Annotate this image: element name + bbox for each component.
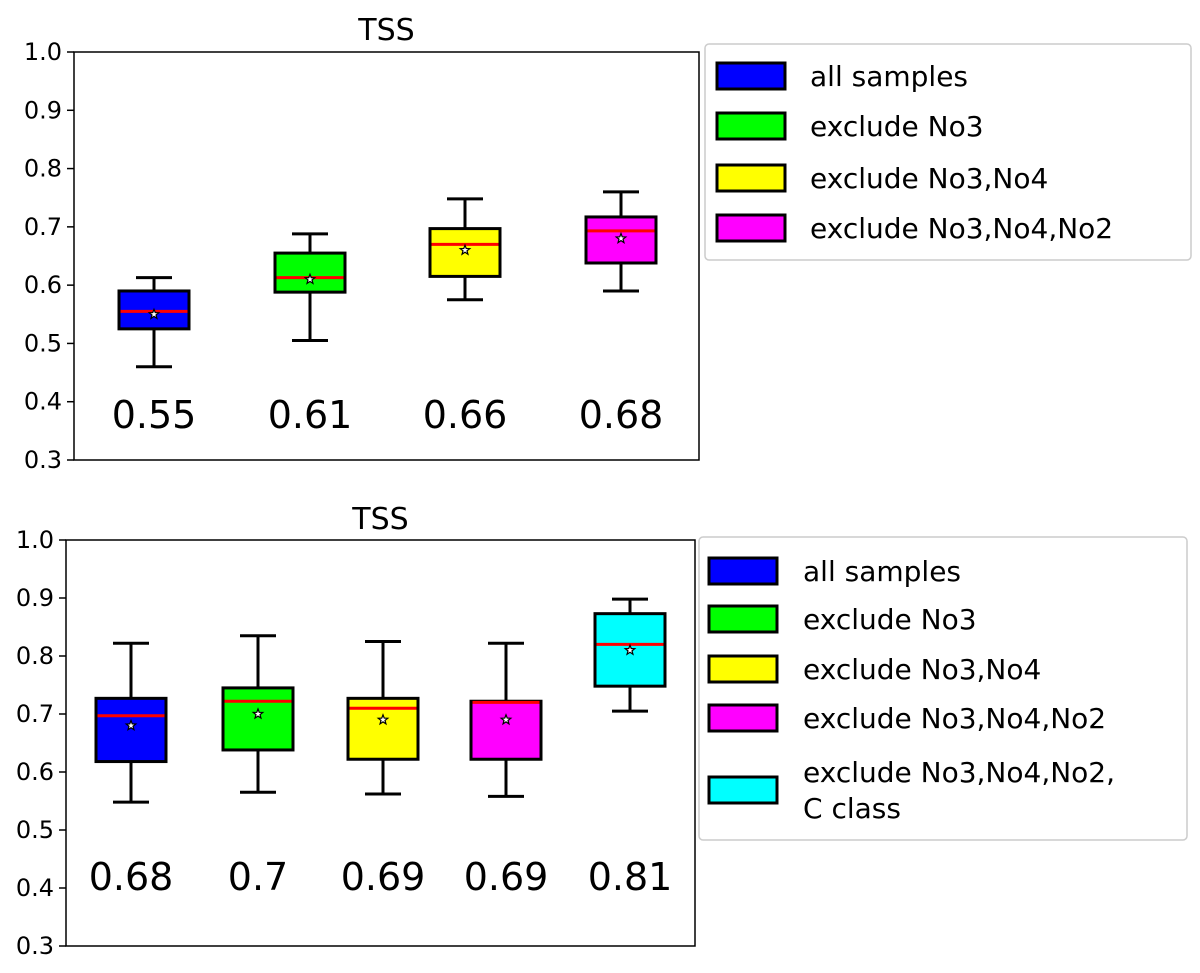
y-tick-label: 0.3 bbox=[24, 446, 62, 474]
legend: all samples exclude No3 exclude No3,No4 exc… bbox=[698, 536, 1188, 841]
box-body bbox=[94, 696, 168, 764]
legend-swatch bbox=[715, 61, 787, 91]
y-tick-label: 0.8 bbox=[16, 642, 54, 670]
legend-item-1: all samples bbox=[715, 60, 968, 93]
box-4: 0.69 bbox=[464, 641, 549, 899]
mean-value-label: 0.61 bbox=[268, 393, 353, 437]
mean-value-label: 0.69 bbox=[341, 855, 426, 899]
y-tick-label: 0.5 bbox=[24, 329, 62, 357]
mean-value-label: 0.66 bbox=[423, 393, 508, 437]
y-tick-label: 0.7 bbox=[16, 700, 54, 728]
y-tick-label: 0.9 bbox=[16, 584, 54, 612]
legend-label: exclude No3 bbox=[810, 110, 984, 143]
legend-item-4: exclude No3,No4,No2 bbox=[715, 212, 1113, 245]
mean-marker bbox=[251, 707, 265, 720]
y-tick-label: 0.5 bbox=[16, 816, 54, 844]
legend-label: all samples bbox=[803, 555, 961, 588]
mean-marker bbox=[303, 272, 317, 285]
box-4: 0.68 bbox=[579, 190, 664, 437]
y-tick-label: 0.8 bbox=[24, 155, 62, 183]
legend-item-5: exclude No3,No4,No2,C class bbox=[707, 756, 1115, 825]
y-tick-label: 1.0 bbox=[24, 38, 62, 66]
plot-frame bbox=[65, 539, 696, 947]
legend-label: exclude No3,No4 bbox=[810, 162, 1048, 195]
box-1: 0.55 bbox=[112, 276, 197, 437]
legend-label: exclude No3,No4,No2, bbox=[803, 756, 1115, 789]
y-tick-label: 0.4 bbox=[24, 388, 62, 416]
box-5: 0.81 bbox=[588, 597, 673, 899]
legend-item-3: exclude No3,No4 bbox=[707, 653, 1041, 686]
legend-label: exclude No3,No4,No2 bbox=[810, 212, 1113, 245]
y-tick-label: 0.6 bbox=[24, 271, 62, 299]
legend-item-4: exclude No3,No4,No2 bbox=[707, 702, 1106, 735]
mean-value-label: 0.81 bbox=[588, 855, 673, 899]
y-tick-label: 0.3 bbox=[16, 932, 54, 960]
legend-swatch bbox=[707, 775, 779, 805]
y-tick-label: 0.9 bbox=[24, 96, 62, 124]
legend-item-2: exclude No3 bbox=[707, 603, 977, 636]
legend-frame bbox=[698, 536, 1188, 841]
legend-label: all samples bbox=[810, 60, 968, 93]
mean-value-label: 0.68 bbox=[579, 393, 664, 437]
legend-label: C class bbox=[803, 792, 901, 825]
legend-item-3: exclude No3,No4 bbox=[715, 162, 1048, 195]
legend-frame bbox=[704, 43, 1192, 261]
box-3: 0.69 bbox=[341, 640, 426, 899]
legend-swatch bbox=[715, 213, 787, 243]
box-1: 0.68 bbox=[89, 641, 174, 899]
legend-label: exclude No3 bbox=[803, 603, 977, 636]
chart-title: TSS bbox=[357, 13, 414, 48]
legend: all samples exclude No3 exclude No3,No4 exc… bbox=[704, 43, 1192, 261]
chart-title: TSS bbox=[351, 502, 408, 537]
legend-label: exclude No3,No4,No2 bbox=[803, 702, 1106, 735]
legend-item-2: exclude No3 bbox=[715, 110, 984, 143]
y-tick-label: 0.4 bbox=[16, 874, 54, 902]
box-2: 0.7 bbox=[221, 634, 295, 899]
box-3: 0.66 bbox=[423, 197, 508, 437]
chart-panel-1: TSS 0.3 0.4 0.5 0.6 0.7 0.8 0.9 1.0 0.55 0.61 0.66 0… bbox=[24, 13, 1192, 474]
chart-panel-2: TSS 0.3 0.4 0.5 0.6 0.7 0.8 0.9 1.0 0.68 0.7 0.69 0.… bbox=[16, 502, 1188, 960]
legend-item-1: all samples bbox=[707, 555, 961, 588]
mean-marker bbox=[499, 713, 513, 726]
legend-swatch bbox=[707, 556, 779, 586]
mean-marker bbox=[623, 643, 637, 656]
mean-value-label: 0.69 bbox=[464, 855, 549, 899]
mean-marker bbox=[124, 718, 138, 732]
mean-marker bbox=[376, 713, 390, 726]
legend-swatch bbox=[707, 703, 779, 733]
box-2: 0.61 bbox=[268, 232, 353, 437]
mean-value-label: 0.55 bbox=[112, 393, 197, 437]
box-body bbox=[469, 699, 543, 761]
mean-marker bbox=[458, 243, 472, 256]
box-body bbox=[221, 686, 295, 752]
legend-swatch bbox=[715, 163, 787, 193]
legend-swatch bbox=[707, 604, 779, 634]
y-tick-label: 0.6 bbox=[16, 758, 54, 786]
y-tick-label: 1.0 bbox=[16, 526, 54, 554]
mean-value-label: 0.7 bbox=[228, 855, 288, 899]
y-tick-label: 0.7 bbox=[24, 213, 62, 241]
legend-swatch bbox=[715, 111, 787, 141]
mean-value-label: 0.68 bbox=[89, 855, 174, 899]
legend-label: exclude No3,No4 bbox=[803, 653, 1041, 686]
mean-marker bbox=[147, 307, 161, 320]
mean-marker bbox=[614, 231, 628, 244]
plot-frame bbox=[73, 51, 700, 461]
legend-swatch bbox=[707, 654, 779, 684]
